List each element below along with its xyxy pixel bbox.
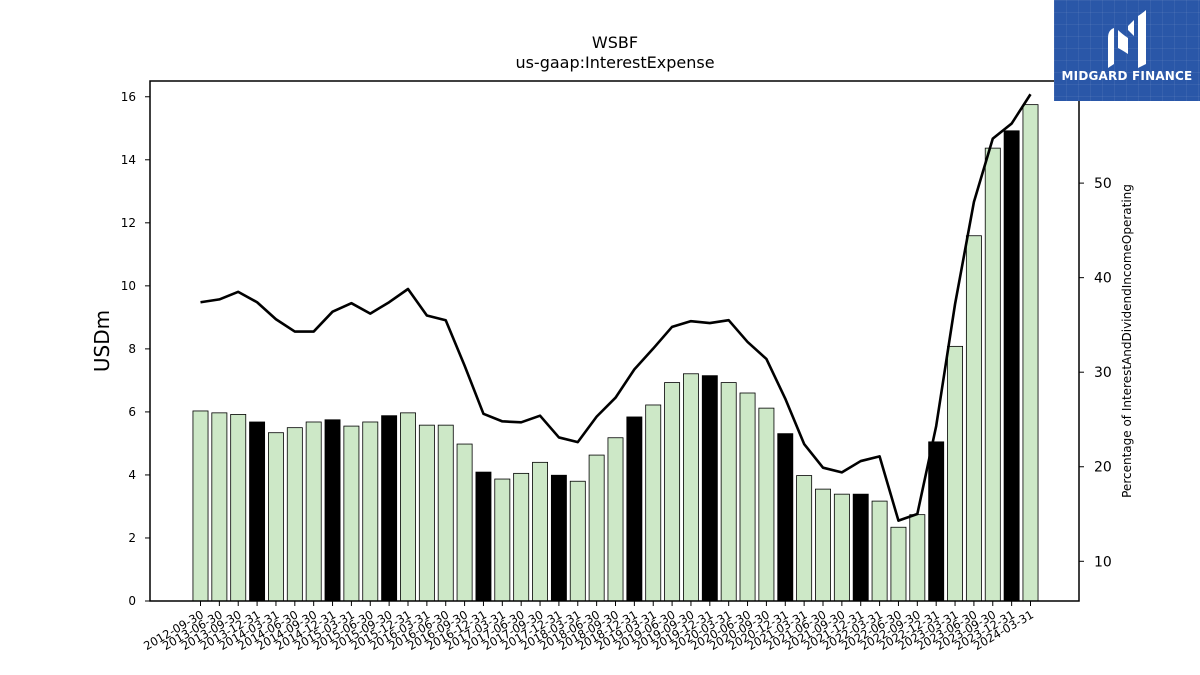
- y2-tick-label: 30: [1094, 365, 1112, 381]
- bar-2015-03-31: [343, 425, 360, 602]
- line-series: [200, 93, 1032, 522]
- bar-2022-12-31: [928, 441, 945, 602]
- y2-tick-label: 40: [1094, 271, 1112, 287]
- bar-2017-12-31: [550, 474, 567, 602]
- y-tick-label: 2: [128, 531, 136, 545]
- bar-2019-03-31: [645, 404, 662, 602]
- watermark-text: MIDGARD FINANCE: [1061, 69, 1193, 83]
- left-y-axis: 0 2 4 6 8 10 12 14 16: [121, 90, 150, 608]
- bar-2020-03-31: [720, 382, 737, 602]
- bar-2020-06-30: [739, 392, 756, 602]
- bar-2021-06-30: [815, 488, 831, 602]
- bar-2014-06-30: [286, 427, 303, 602]
- bar-2016-12-31: [475, 471, 492, 602]
- bar-2020-12-31: [777, 433, 794, 602]
- x-axis: 2012-09-302013-06-302013-09-302013-12-31…: [141, 601, 1036, 653]
- bar-2021-03-31: [796, 475, 813, 602]
- y-tick-label: 16: [121, 90, 136, 104]
- bar-2019-12-31: [701, 375, 718, 602]
- bar-2018-12-31: [626, 416, 643, 602]
- bar-2013-06-30: [211, 412, 228, 602]
- y-tick-label: 8: [128, 342, 136, 356]
- plot-frame: [149, 80, 1080, 602]
- bar-2019-09-30: [683, 373, 699, 602]
- bar-2022-06-30: [890, 526, 907, 602]
- y2-tick-label: 10: [1094, 554, 1112, 570]
- chart-title: WSBF: [592, 33, 638, 52]
- bar-2016-09-30: [456, 443, 473, 602]
- bar-2021-09-30: [833, 493, 850, 602]
- y-tick-label: 12: [121, 216, 136, 230]
- bar-2019-06-30: [664, 382, 681, 602]
- bar-2024-03-31: [1022, 104, 1039, 602]
- bar-2023-09-30: [984, 147, 1001, 602]
- bar-2022-03-31: [871, 500, 888, 602]
- bar-2023-03-31: [947, 345, 963, 602]
- bar-2014-03-31: [268, 432, 284, 602]
- bar-2022-09-30: [909, 514, 926, 602]
- y2-tick-label: 20: [1094, 460, 1112, 476]
- bar-2018-09-30: [607, 437, 624, 602]
- bar-2014-12-31: [324, 419, 341, 602]
- bar-2015-12-31: [400, 412, 416, 602]
- y-tick-label: 10: [121, 279, 136, 293]
- bar-2017-09-30: [532, 461, 548, 602]
- bar-2012-09-30: [192, 410, 209, 602]
- y-tick-label: 14: [121, 153, 136, 167]
- bar-2018-03-31: [569, 480, 586, 602]
- bar-2023-06-30: [965, 235, 982, 602]
- bar-2017-03-31: [494, 478, 511, 602]
- y-tick-label: 4: [128, 468, 136, 482]
- bar-2013-09-30: [230, 414, 247, 602]
- bar-2021-12-31: [852, 493, 869, 602]
- y2-tick-label: 50: [1094, 176, 1112, 192]
- y-axis-label: USDm: [90, 310, 114, 372]
- bar-2023-12-31: [1003, 130, 1020, 602]
- right-y-axis: 10 20 30 40 50: [1079, 176, 1112, 570]
- bar-2016-03-31: [418, 424, 435, 602]
- bar-2015-09-30: [381, 415, 398, 602]
- bar-2016-06-30: [437, 424, 454, 602]
- bar-2020-09-30: [758, 407, 775, 602]
- bar-series: [192, 104, 1039, 602]
- percentage-line: [200, 93, 1032, 522]
- chart-subtitle: us-gaap:InterestExpense: [515, 53, 714, 72]
- y-tick-label: 0: [128, 594, 136, 608]
- bar-2015-06-30: [362, 421, 379, 602]
- bar-2014-09-30: [305, 421, 322, 602]
- midgard-logo-icon: [1108, 10, 1146, 68]
- bar-2017-06-30: [513, 472, 530, 602]
- watermark-logo: MIDGARD FINANCE: [1054, 0, 1200, 101]
- bar-2018-06-30: [588, 454, 605, 602]
- bar-2013-12-31: [249, 421, 266, 602]
- y2-axis-label: Percentage of InterestAndDividendIncomeO…: [1120, 184, 1134, 498]
- y-tick-label: 6: [128, 405, 136, 419]
